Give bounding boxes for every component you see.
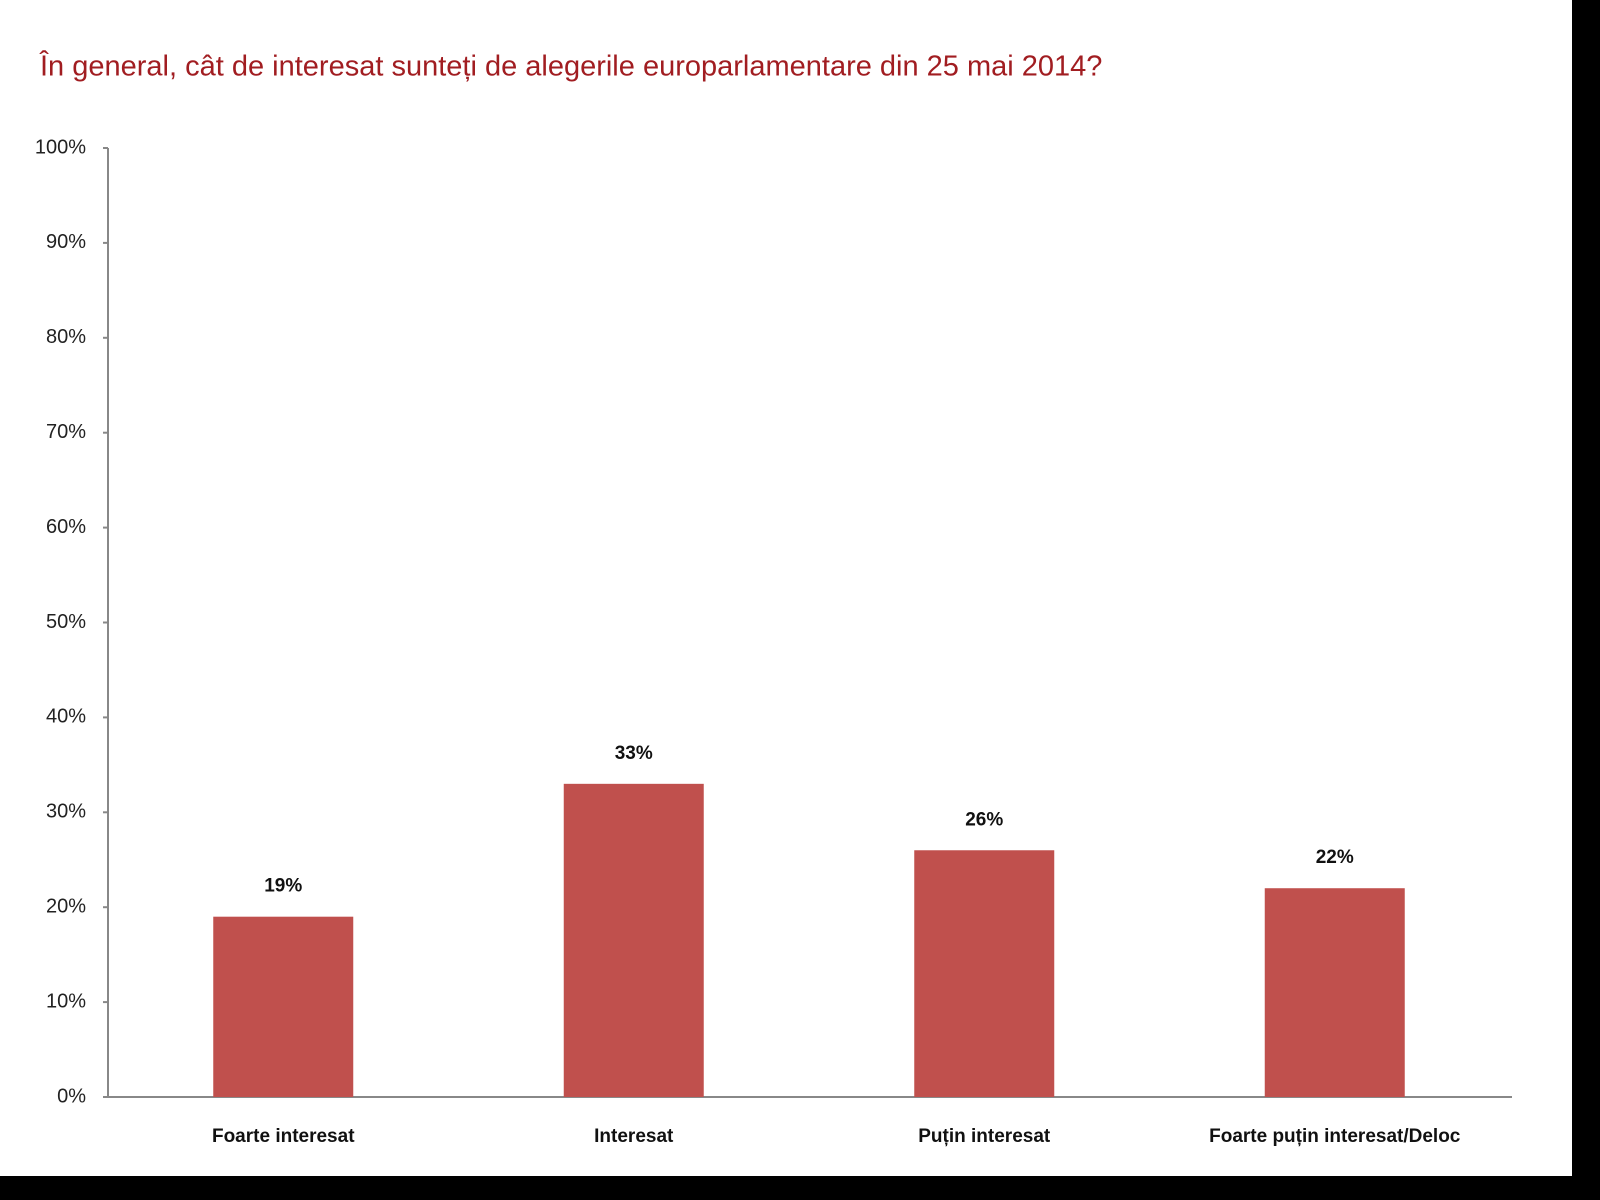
bar <box>213 916 354 1097</box>
x-tick-label: Foarte puțin interesat/Deloc <box>1209 1126 1461 1147</box>
y-tick-label: 30% <box>46 801 86 823</box>
x-tick-label: Foarte interesat <box>212 1126 355 1147</box>
y-tick-label: 90% <box>46 231 86 253</box>
value-label: 26% <box>965 809 1003 830</box>
bar <box>563 783 704 1097</box>
x-tick-label: Interesat <box>594 1126 674 1147</box>
chart-title: În general, cât de interesat sunteți de … <box>39 50 1102 83</box>
y-tick-label: 60% <box>46 516 86 538</box>
y-tick-label: 10% <box>46 990 86 1012</box>
bar <box>1264 888 1405 1097</box>
value-label: 19% <box>264 876 302 897</box>
y-tick-label: 50% <box>46 611 86 633</box>
y-tick-label: 40% <box>46 706 86 728</box>
y-tick-label: 0% <box>57 1085 86 1107</box>
value-label: 22% <box>1316 847 1354 868</box>
value-label: 33% <box>615 743 653 764</box>
bar <box>914 850 1055 1097</box>
y-tick-label: 70% <box>46 421 86 443</box>
y-tick-label: 80% <box>46 326 86 348</box>
y-tick-label: 20% <box>46 895 86 917</box>
y-tick-label: 100% <box>35 136 86 158</box>
x-tick-label: Puțin interesat <box>918 1126 1051 1147</box>
